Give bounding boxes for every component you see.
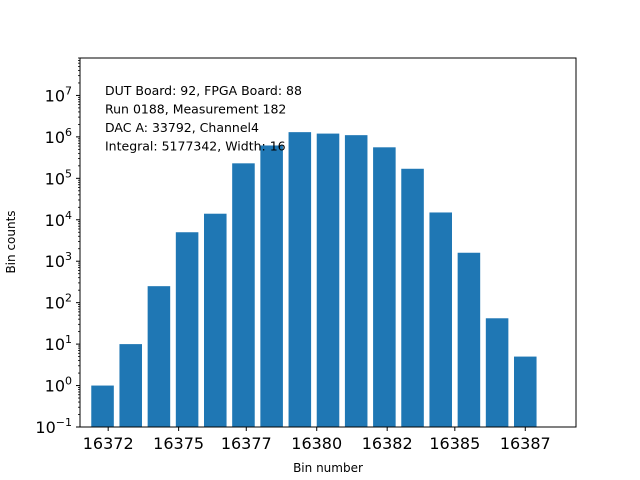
y-tick-label: 105: [45, 167, 72, 188]
bar-16375: [175, 232, 199, 427]
x-tick-label: 16387: [500, 434, 551, 453]
x-axis-ticks: 16372 16375 16377 16380 16382 16385 16387: [83, 427, 551, 453]
bar-16378: [260, 145, 283, 428]
x-tick-label: 16377: [221, 434, 272, 453]
bar-16387: [514, 356, 537, 427]
bar-16384: [429, 212, 452, 427]
y-tick-exponent: 7: [65, 84, 72, 97]
y-tick-label: 100: [45, 375, 72, 396]
bar-16382: [373, 147, 396, 427]
bar-16376: [204, 213, 227, 427]
y-tick-base: 10: [45, 252, 65, 271]
x-tick-label: 16372: [83, 434, 134, 453]
annotation-block: DUT Board: 92, FPGA Board: 88 Run 0188, M…: [105, 83, 302, 154]
plot-frame: [79, 57, 577, 428]
y-tick-exponent: 6: [65, 126, 72, 139]
bar-16386: [485, 318, 509, 427]
x-tick-label: 16380: [291, 434, 342, 453]
y-tick-exponent: 4: [65, 209, 72, 222]
y-tick-exponent: 3: [65, 250, 72, 263]
annotation-line: DAC A: 33792, Channel4: [105, 120, 259, 135]
y-tick-label: 106: [45, 126, 72, 147]
y-tick-exponent: 0: [65, 375, 72, 388]
x-tick-label: 16382: [362, 434, 413, 453]
bar-16383: [401, 168, 424, 427]
y-tick-base: 10: [35, 418, 55, 437]
y-tick-base: 10: [45, 86, 65, 105]
y-tick-base: 10: [45, 169, 65, 188]
annotation-line: Run 0188, Measurement 182: [105, 102, 286, 117]
bar-16379: [288, 132, 312, 427]
y-tick-exponent: 1: [65, 333, 72, 346]
y-tick-label: 101: [45, 333, 72, 354]
bar-16373: [119, 344, 142, 427]
y-tick-exponent: −1: [56, 416, 72, 429]
y-tick-label: 102: [45, 292, 72, 313]
annotation-line: Integral: 5177342, Width: 16: [105, 139, 286, 154]
y-tick-label: 103: [45, 250, 72, 271]
y-tick-label: 104: [45, 209, 72, 230]
bars-group: [91, 132, 537, 428]
bar-16385: [457, 252, 481, 427]
y-tick-base: 10: [45, 377, 65, 396]
y-axis-label: Bin counts: [4, 210, 18, 273]
y-tick-base: 10: [45, 128, 65, 147]
x-tick-label: 16375: [153, 434, 204, 453]
y-tick-base: 10: [45, 211, 65, 230]
y-tick-base: 10: [45, 335, 65, 354]
y-tick-label: 10−1: [35, 416, 72, 437]
annotation-line: DUT Board: 92, FPGA Board: 88: [105, 83, 302, 98]
bar-16372: [91, 385, 114, 427]
x-tick-label: 16385: [429, 434, 480, 453]
y-tick-base: 10: [45, 294, 65, 313]
y-tick-exponent: 2: [65, 292, 72, 305]
y-tick-label: 107: [45, 84, 72, 105]
x-axis-label: Bin number: [293, 461, 363, 475]
y-tick-exponent: 5: [65, 167, 72, 180]
bar-16374: [147, 286, 171, 427]
bar-16377: [232, 163, 255, 427]
bar-16380: [316, 133, 340, 427]
bar-16381: [344, 135, 368, 427]
